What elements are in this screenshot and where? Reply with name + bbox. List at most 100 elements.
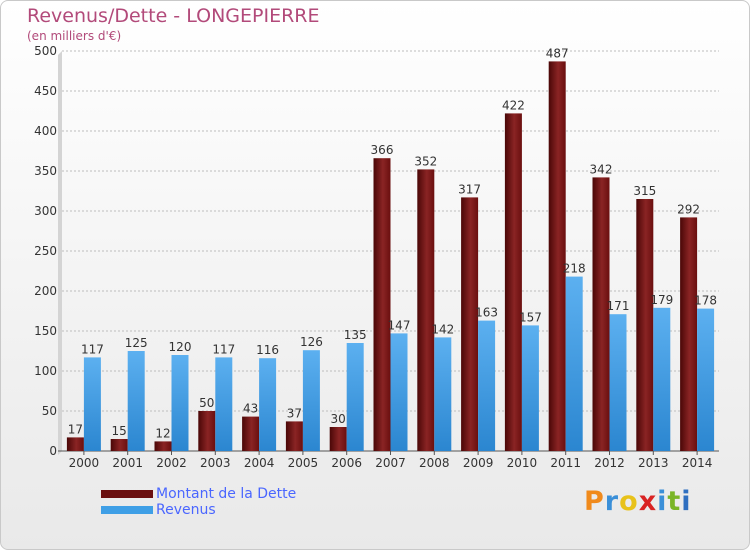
x-tick-label: 2003 (200, 456, 231, 470)
y-tick-label: 250 (34, 244, 57, 258)
data-label-debt: 17 (68, 422, 83, 436)
bar-debt (242, 416, 260, 451)
bar-debt (285, 421, 303, 451)
data-label-revenus: 178 (694, 294, 717, 308)
bar-debt (154, 441, 172, 451)
y-tick-label: 450 (34, 84, 57, 98)
bar-debt (504, 113, 522, 452)
logo-letter: i (681, 486, 692, 517)
logo-letter: t (667, 486, 682, 517)
y-tick-label: 400 (34, 124, 57, 138)
bar-revenus (653, 307, 671, 451)
bar-revenus (127, 351, 145, 451)
legend-swatch-debt (101, 490, 153, 498)
data-label-debt: 342 (590, 162, 613, 176)
x-tick-label: 2014 (682, 456, 713, 470)
bar-debt (198, 411, 216, 451)
bar-revenus (565, 276, 583, 451)
data-label-debt: 487 (546, 46, 569, 60)
legend-swatch-revenus (101, 506, 153, 514)
bar-revenus (478, 320, 496, 451)
legend-label-revenus: Revenus (156, 502, 216, 518)
data-label-revenus: 120 (169, 340, 192, 354)
y-tick-label: 100 (34, 364, 57, 378)
data-label-revenus: 135 (344, 328, 367, 342)
logo-letter: r (604, 486, 620, 517)
data-label-debt: 352 (414, 154, 437, 168)
data-label-revenus: 218 (563, 262, 586, 276)
chart-title: Revenus/Dette - LONGEPIERRE (27, 5, 320, 27)
data-label-revenus: 125 (125, 336, 148, 350)
x-tick-label: 2008 (419, 456, 450, 470)
data-label-debt: 315 (633, 184, 656, 198)
chart-subtitle: (en milliers d'€) (27, 29, 122, 43)
data-label-debt: 317 (458, 182, 481, 196)
bar-debt (636, 199, 654, 451)
legend-label-debt: Montant de la Dette (156, 486, 297, 502)
bar-debt (461, 197, 479, 451)
bar-debt (329, 427, 347, 451)
x-tick-label: 2010 (507, 456, 538, 470)
x-tick-label: 2001 (112, 456, 143, 470)
data-label-debt: 292 (677, 202, 700, 216)
axis-wall (58, 51, 62, 455)
bar-debt (373, 158, 391, 451)
bar-revenus (346, 343, 364, 451)
bar-revenus (609, 314, 627, 451)
data-label-debt: 15 (112, 424, 127, 438)
y-tick-label: 50 (42, 404, 57, 418)
x-tick-label: 2004 (244, 456, 275, 470)
y-tick-label: 350 (34, 164, 57, 178)
bar-revenus (697, 308, 715, 451)
bar-revenus (390, 333, 408, 451)
data-label-debt: 43 (243, 402, 258, 416)
x-tick-label: 2011 (550, 456, 581, 470)
data-label-debt: 30 (331, 412, 346, 426)
data-label-revenus: 157 (519, 310, 542, 324)
bar-revenus (302, 350, 320, 451)
data-label-debt: 422 (502, 98, 525, 112)
logo-letter: i (657, 486, 668, 517)
bar-revenus (171, 355, 189, 451)
data-label-revenus: 117 (212, 342, 235, 356)
data-label-revenus: 116 (256, 343, 279, 357)
y-tick-label: 150 (34, 324, 57, 338)
bar-revenus (521, 325, 539, 451)
data-label-revenus: 147 (388, 318, 411, 332)
data-label-revenus: 126 (300, 335, 323, 349)
x-tick-label: 2013 (638, 456, 669, 470)
data-label-debt: 50 (199, 396, 214, 410)
logo-letter: x (638, 486, 658, 517)
x-tick-label: 2000 (69, 456, 100, 470)
bar-debt (680, 217, 698, 451)
y-tick-label: 0 (49, 444, 57, 458)
logo-letter: P (584, 486, 605, 517)
data-label-revenus: 171 (607, 299, 630, 313)
logo-letter: o (619, 486, 639, 517)
x-tick-label: 2009 (463, 456, 494, 470)
data-label-revenus: 163 (475, 306, 498, 320)
bar-revenus (83, 357, 101, 451)
data-label-debt: 12 (155, 426, 170, 440)
proxiti-logo: Proxiti (584, 486, 692, 517)
data-label-debt: 366 (371, 143, 394, 157)
y-tick-label: 300 (34, 204, 57, 218)
data-label-revenus: 117 (81, 342, 104, 356)
bar-revenus (215, 357, 233, 451)
y-tick-label: 200 (34, 284, 57, 298)
bar-debt (66, 437, 84, 451)
x-tick-label: 2005 (288, 456, 319, 470)
x-tick-label: 2006 (331, 456, 362, 470)
bar-debt (592, 177, 610, 451)
data-label-revenus: 142 (431, 322, 454, 336)
bar-revenus (259, 358, 277, 451)
data-label-debt: 37 (287, 406, 302, 420)
bar-revenus (434, 337, 452, 451)
x-tick-label: 2007 (375, 456, 406, 470)
x-tick-label: 2012 (594, 456, 625, 470)
x-tick-label: 2002 (156, 456, 187, 470)
data-label-revenus: 179 (650, 293, 673, 307)
y-tick-label: 500 (34, 44, 57, 58)
